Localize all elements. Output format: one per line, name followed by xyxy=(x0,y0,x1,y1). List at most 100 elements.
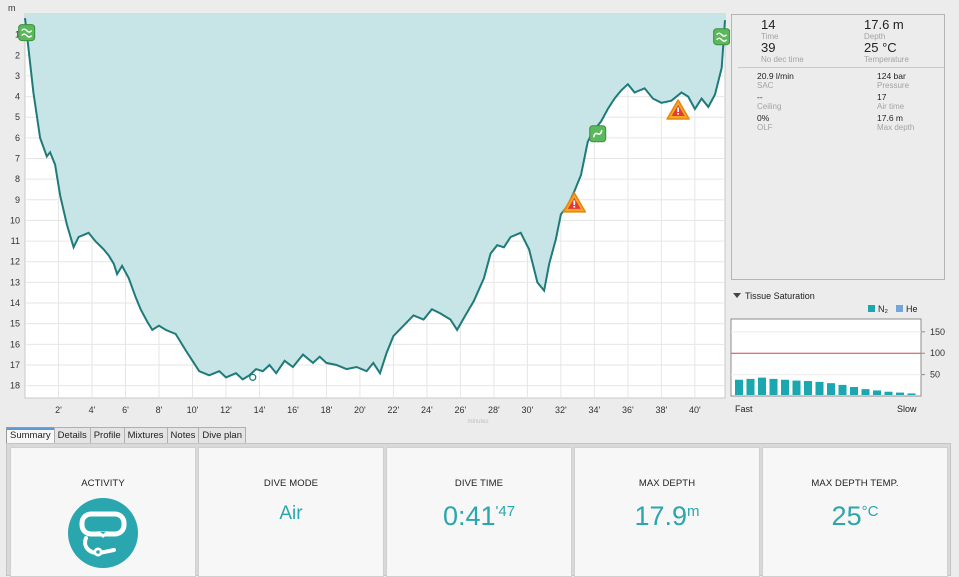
tissue-y-label: 50 xyxy=(930,370,940,380)
dive-mode-title: DIVE MODE xyxy=(263,478,319,489)
warning-icon[interactable] xyxy=(562,192,587,213)
x-tick-label: 20' xyxy=(354,405,366,415)
tissue-bar xyxy=(827,383,835,395)
tissue-bar xyxy=(804,381,812,395)
x-tick-label: 6' xyxy=(122,405,129,415)
depth-area-fill xyxy=(25,14,725,380)
tissue-saturation-chart: 150 100 50 xyxy=(730,318,945,397)
tab-notes[interactable]: Notes xyxy=(166,427,200,443)
gas-change-icon[interactable] xyxy=(589,125,607,143)
x-tick-label: 18' xyxy=(321,405,333,415)
depth-label: Depth xyxy=(864,32,886,41)
tab-dive-plan[interactable]: Dive plan xyxy=(198,427,246,443)
pressure-label: Pressure xyxy=(877,81,910,90)
time-value: 14 xyxy=(761,17,776,32)
event-markers[interactable] xyxy=(18,24,730,381)
tissue-bar xyxy=(896,392,904,395)
sac-value: 20.9 l/min xyxy=(757,71,794,81)
dive-time-seconds: '47 xyxy=(495,503,516,520)
disclosure-triangle-icon xyxy=(733,293,741,298)
max-depth-value: 17.6 m xyxy=(877,113,903,123)
x-tick-label: 26' xyxy=(455,405,467,415)
tissue-bar xyxy=(792,380,801,395)
gas-switch-icon[interactable] xyxy=(713,28,730,46)
y-tick-label: 9 xyxy=(15,195,20,205)
max-depth-title: MAX DEPTH xyxy=(638,478,696,489)
tissue-bar xyxy=(907,393,916,395)
y-tick-label: 2 xyxy=(15,50,20,60)
x-tick-label: 10' xyxy=(187,405,199,415)
max-depth-summary-value: 17.9 xyxy=(634,501,688,531)
dive-time-title: DIVE TIME xyxy=(454,478,504,489)
y-tick-label: 16 xyxy=(10,339,20,349)
max-depth-temp-value-group: 25°C xyxy=(763,497,947,531)
max-depth-marker-icon[interactable] xyxy=(249,373,257,381)
max-depth-temp-card: MAX DEPTH TEMP. 25°C xyxy=(762,447,948,577)
tab-profile[interactable]: Profile xyxy=(89,427,125,443)
legend-he: He xyxy=(896,304,918,314)
tissue-legend: N₂ He xyxy=(868,304,918,314)
dive-mode-card: DIVE MODE Air xyxy=(198,447,384,577)
y-tick-label: 15 xyxy=(10,319,20,329)
max-depth-unit: m xyxy=(687,503,700,520)
x-tick-label: 38' xyxy=(655,405,667,415)
tissue-bar xyxy=(735,379,743,395)
tissue-bar xyxy=(861,389,870,395)
max-depth-card: MAX DEPTH 17.9m xyxy=(574,447,760,577)
y-tick-label: 1 xyxy=(15,30,20,40)
summary-panel: ACTIVITY DIVE MODE Air DIVE TIME 0:41'47… xyxy=(6,443,951,577)
x-tick-label: 34' xyxy=(589,405,601,415)
warning-icon[interactable] xyxy=(666,99,690,120)
max-depth-label: Max depth xyxy=(877,123,915,132)
tissue-slow-label: Slow xyxy=(897,404,917,414)
ndl-value: 39 xyxy=(761,40,776,55)
y-tick-label: 18 xyxy=(10,381,20,391)
max-depth-temp-title: MAX DEPTH TEMP. xyxy=(811,478,899,489)
max-depth-temp-unit: °C xyxy=(861,503,879,520)
dive-time-card: DIVE TIME 0:41'47 xyxy=(386,447,572,577)
ceiling-label: Ceiling xyxy=(757,102,782,111)
tissue-y-ticks: 150 100 50 xyxy=(921,327,945,380)
ndl-label: No dec time xyxy=(761,55,804,64)
gas-switch-icon[interactable] xyxy=(18,24,36,42)
tab-summary[interactable]: Summary xyxy=(6,427,55,443)
y-tick-label: 8 xyxy=(15,174,20,184)
tissue-bar xyxy=(815,381,824,395)
activity-title: ACTIVITY xyxy=(81,478,125,489)
dive-info-panel: 14 Time 17.6 m Depth 39 No dec time 25 °… xyxy=(731,14,945,280)
tissue-bar xyxy=(873,390,881,395)
olf-value: 0% xyxy=(757,113,770,123)
y-tick-label: 6 xyxy=(15,133,20,143)
temperature-value: 25 °C xyxy=(864,40,897,55)
tissue-bar xyxy=(746,378,755,395)
x-tick-label: 24' xyxy=(421,405,433,415)
y-axis-unit: m xyxy=(8,3,16,13)
air-time-value: 17 xyxy=(877,92,887,102)
tissue-saturation-toggle[interactable]: Tissue Saturation xyxy=(733,291,815,301)
y-tick-label: 3 xyxy=(15,71,20,81)
olf-label: OLF xyxy=(757,123,773,132)
ceiling-value: -- xyxy=(757,92,763,102)
time-label: Time xyxy=(761,32,779,41)
tab-mixtures[interactable]: Mixtures xyxy=(123,427,168,443)
tissue-bar xyxy=(758,377,766,395)
y-tick-label: 12 xyxy=(10,257,20,267)
x-tick-label: 14' xyxy=(254,405,266,415)
diving-mask-icon xyxy=(68,498,138,568)
x-tick-label: 36' xyxy=(622,405,634,415)
n2-swatch-icon xyxy=(868,305,875,312)
y-tick-label: 13 xyxy=(10,277,20,287)
y-tick-label: 11 xyxy=(11,236,20,246)
tissue-y-label: 150 xyxy=(930,327,945,337)
tab-details[interactable]: Details xyxy=(53,427,91,443)
tab-bar: Summary Details Profile Mixtures Notes D… xyxy=(6,427,246,443)
x-tick-label: 16' xyxy=(287,405,299,415)
y-tick-label: 5 xyxy=(15,112,20,122)
x-tick-label: 28' xyxy=(488,405,500,415)
x-tick-label: 22' xyxy=(388,405,400,415)
depth-profile-line xyxy=(24,17,726,381)
tissue-fast-label: Fast xyxy=(735,404,753,414)
tissue-bar xyxy=(769,378,778,395)
